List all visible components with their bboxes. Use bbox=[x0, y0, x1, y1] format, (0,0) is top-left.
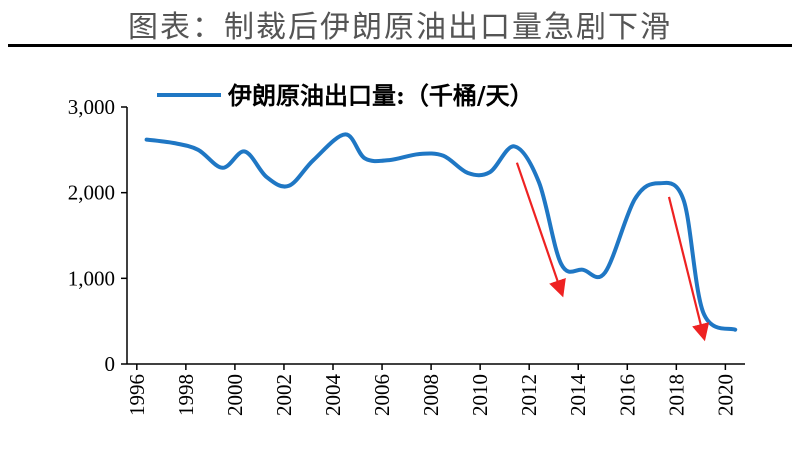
x-tick-label: 2020 bbox=[713, 374, 737, 416]
x-tick-label: 1996 bbox=[125, 374, 149, 416]
x-tick-label: 2008 bbox=[419, 374, 443, 416]
y-axis: 0 1,000 2,000 3,000 bbox=[68, 95, 128, 376]
x-tick-label: 2006 bbox=[370, 374, 394, 416]
decline-arrow bbox=[515, 162, 566, 298]
x-tick-label: 2004 bbox=[321, 374, 345, 417]
annotation-layer bbox=[515, 162, 710, 342]
x-tick-label: 2012 bbox=[517, 374, 541, 416]
x-tick-label: 1998 bbox=[174, 374, 198, 416]
x-tick-label: 2010 bbox=[468, 374, 492, 416]
x-tick-label: 2002 bbox=[272, 374, 296, 416]
y-tick-label: 3,000 bbox=[68, 95, 115, 119]
decline-arrow bbox=[667, 196, 710, 342]
title-underline bbox=[8, 44, 792, 47]
x-tick-label: 2000 bbox=[223, 374, 247, 416]
y-tick-label: 0 bbox=[105, 352, 116, 376]
x-axis: 1996 1998 2000 2002 2004 2006 2008 2010 2012 2014… bbox=[125, 363, 745, 417]
x-tick-label: 2016 bbox=[615, 374, 639, 416]
legend: 伊朗原油出口量:（千桶/天） bbox=[157, 81, 534, 110]
series-line bbox=[144, 132, 738, 332]
page-title: 图表：制裁后伊朗原油出口量急剧下滑 bbox=[128, 10, 672, 45]
legend-label: 伊朗原油出口量:（千桶/天） bbox=[227, 81, 534, 110]
series-layer bbox=[144, 132, 738, 332]
x-tick-label: 2018 bbox=[664, 374, 688, 416]
y-tick-label: 1,000 bbox=[68, 266, 115, 290]
x-tick-label: 2014 bbox=[566, 374, 590, 417]
y-tick-label: 2,000 bbox=[68, 181, 115, 205]
